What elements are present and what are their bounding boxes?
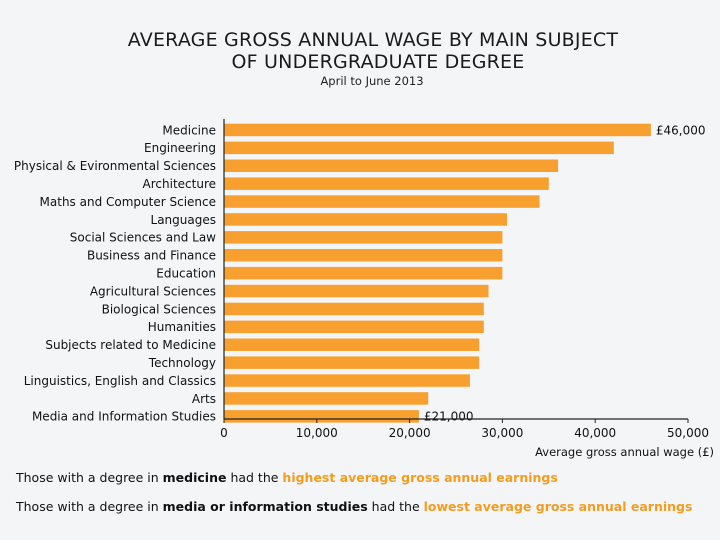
chart-title-line-1: AVERAGE GROSS ANNUAL WAGE BY MAIN SUBJEC… xyxy=(128,29,619,51)
category-label: Architecture xyxy=(143,177,216,191)
bar-chart: AVERAGE GROSS ANNUAL WAGE BY MAIN SUBJEC… xyxy=(14,29,714,459)
category-label: Languages xyxy=(151,213,216,227)
bar xyxy=(224,392,429,405)
note-highlight: lowest average gross annual earnings xyxy=(423,499,693,514)
category-label: Arts xyxy=(192,392,216,406)
chart-subtitle: April to June 2013 xyxy=(320,74,423,88)
bar xyxy=(224,410,419,423)
bar xyxy=(224,213,507,226)
axes-group: 0 10,000 20,000 30,000 40,000 50,000 xyxy=(220,119,709,440)
data-label: £21,000 xyxy=(424,410,474,424)
bar xyxy=(224,374,470,387)
category-label: Media and Information Studies xyxy=(32,410,216,424)
category-label: Agricultural Sciences xyxy=(90,284,216,298)
category-label: Technology xyxy=(148,356,216,370)
note-bold: media or information studies xyxy=(162,499,368,514)
note-bold: medicine xyxy=(162,470,227,485)
x-tick-label: 40,000 xyxy=(574,426,616,440)
bar xyxy=(224,195,540,208)
bars-group: Medicine £46,000 Engineering Physical & Evi… xyxy=(14,123,706,423)
x-tick-label: 0 xyxy=(220,426,228,440)
bar xyxy=(224,266,503,280)
chart-title-line-2: OF UNDERGRADUATE DEGREE xyxy=(232,51,525,73)
category-label: Education xyxy=(156,266,216,280)
category-label: Medicine xyxy=(162,123,216,137)
note-text: had the xyxy=(226,470,283,485)
x-tick-label: 30,000 xyxy=(481,426,523,440)
category-label: Business and Finance xyxy=(87,249,216,263)
bar xyxy=(224,284,489,298)
notes: Those with a degree in medicine had the … xyxy=(16,470,716,528)
category-label: Biological Sciences xyxy=(102,302,216,316)
x-axis-label: Average gross annual wage (£) xyxy=(535,445,714,459)
category-label: Maths and Computer Science xyxy=(40,195,216,209)
bar xyxy=(224,231,503,244)
bar xyxy=(224,356,480,369)
category-label: Social Sciences and Law xyxy=(70,231,216,245)
note-text: Those with a degree in xyxy=(16,499,163,514)
note-highest: Those with a degree in medicine had the … xyxy=(16,470,716,486)
category-label: Subjects related to Medicine xyxy=(45,338,216,352)
x-tick-label: 50,000 xyxy=(667,426,709,440)
category-label: Linguistics, English and Classics xyxy=(24,374,216,388)
bar xyxy=(224,159,559,172)
bar xyxy=(224,123,651,137)
note-highlight: highest average gross annual earnings xyxy=(282,470,558,485)
x-tick-label: 20,000 xyxy=(389,426,431,440)
category-label: Engineering xyxy=(144,141,216,155)
bar xyxy=(224,320,484,334)
bar xyxy=(224,302,484,316)
note-text: had the xyxy=(367,499,424,514)
x-tick-label: 10,000 xyxy=(296,426,338,440)
note-text: Those with a degree in xyxy=(16,470,163,485)
category-label: Humanities xyxy=(148,320,216,334)
category-label: Physical & Evironmental Sciences xyxy=(14,159,216,173)
data-label: £46,000 xyxy=(656,123,706,137)
note-lowest: Those with a degree in media or informat… xyxy=(16,499,716,515)
bar xyxy=(224,141,614,155)
bar xyxy=(224,338,480,351)
bar xyxy=(224,249,503,262)
bar xyxy=(224,177,549,190)
